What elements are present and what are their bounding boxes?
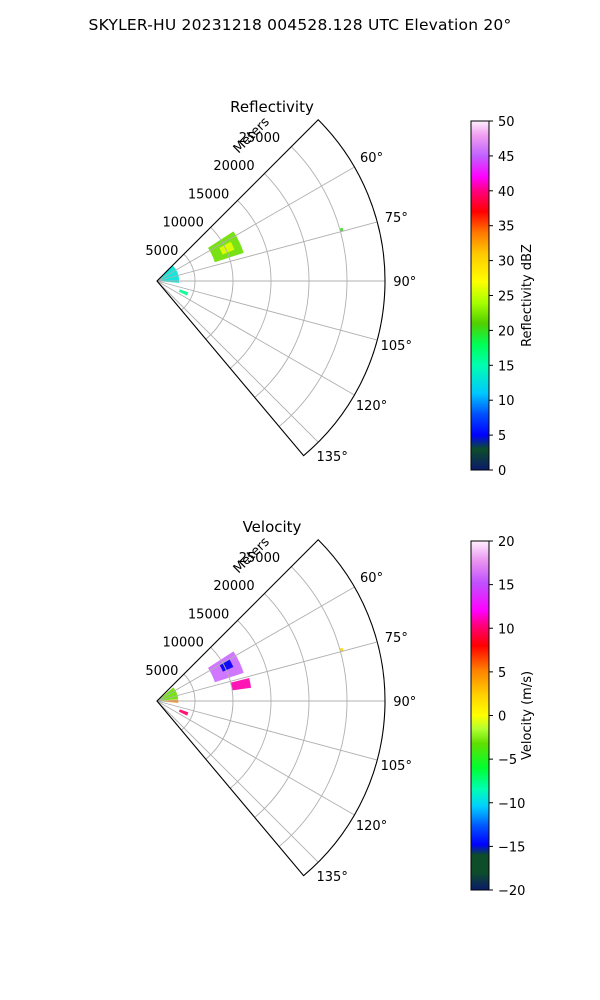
azimuth-tick-label: 120° bbox=[356, 819, 387, 834]
colorbar-tick-label: −15 bbox=[498, 840, 525, 855]
azimuth-tick-label: 90° bbox=[393, 695, 416, 710]
range-tick-label: 15000 bbox=[188, 187, 229, 202]
velocity-panel: 500010000150002000025000Meters60°75°90°1… bbox=[145, 518, 535, 899]
colorbar-label: Velocity (m/s) bbox=[520, 671, 535, 760]
echo-patch bbox=[219, 659, 234, 672]
colorbar-tick-label: 50 bbox=[498, 115, 515, 130]
reflectivity-panel: 500010000150002000025000Meters60°75°90°1… bbox=[145, 98, 535, 479]
range-gridline bbox=[181, 253, 196, 311]
colorbar-tick-label: 0 bbox=[498, 710, 506, 725]
azimuth-gridline bbox=[156, 166, 355, 282]
colorbar-tick-label: 35 bbox=[498, 220, 515, 235]
range-tick-label: 20000 bbox=[213, 159, 254, 174]
polar-frame bbox=[156, 119, 386, 457]
colorbar-tick-label: 30 bbox=[498, 255, 515, 270]
range-gridline bbox=[229, 620, 272, 789]
echo-patch bbox=[178, 289, 189, 296]
azimuth-gridline bbox=[156, 586, 355, 702]
colorbar-tick-label: −10 bbox=[498, 797, 525, 812]
azimuth-tick-label: 75° bbox=[385, 211, 408, 226]
range-tick-label: 15000 bbox=[188, 607, 229, 622]
colorbar-tick-label: 10 bbox=[498, 394, 515, 409]
range-tick-label: 5000 bbox=[145, 664, 178, 679]
colorbar-tick-label: 25 bbox=[498, 290, 515, 305]
range-tick-label: 25000 bbox=[239, 131, 280, 146]
colorbar-tick-label: 10 bbox=[498, 622, 515, 637]
range-gridline bbox=[278, 146, 348, 427]
colorbar-tick-label: 20 bbox=[498, 324, 515, 339]
colorbar bbox=[470, 120, 490, 471]
azimuth-gridline bbox=[156, 700, 319, 863]
colorbar-tick-label: 45 bbox=[498, 150, 515, 165]
range-tick-label: 10000 bbox=[162, 216, 203, 231]
range-tick-label: 5000 bbox=[145, 244, 178, 259]
azimuth-gridline bbox=[156, 700, 378, 761]
azimuth-gridline bbox=[156, 280, 355, 396]
colorbar-tick-label: 15 bbox=[498, 359, 515, 374]
colorbar-tick-label: 20 bbox=[498, 535, 515, 550]
azimuth-tick-label: 135° bbox=[317, 870, 348, 885]
colorbar-label: Reflectivity dBZ bbox=[520, 244, 535, 347]
range-gridline bbox=[205, 646, 234, 760]
range-tick-label: 25000 bbox=[239, 551, 280, 566]
range-gridline bbox=[254, 173, 310, 398]
azimuth-tick-label: 120° bbox=[356, 399, 387, 414]
azimuth-tick-label: 105° bbox=[381, 339, 412, 354]
colorbar-tick-label: 15 bbox=[498, 579, 515, 594]
colorbar-tick-label: 5 bbox=[498, 666, 506, 681]
echo-patch bbox=[178, 709, 189, 716]
range-gridline bbox=[181, 673, 196, 731]
colorbar-tick-label: 40 bbox=[498, 185, 515, 200]
colorbar bbox=[470, 540, 490, 891]
azimuth-gridline bbox=[156, 221, 378, 282]
azimuth-tick-label: 105° bbox=[381, 759, 412, 774]
colorbar-tick-label: 0 bbox=[498, 464, 506, 479]
polar-frame bbox=[156, 539, 386, 877]
range-gridline bbox=[278, 566, 348, 847]
azimuth-gridline bbox=[156, 280, 378, 341]
azimuth-tick-label: 90° bbox=[393, 275, 416, 290]
range-gridline bbox=[254, 593, 310, 818]
panel-title: Velocity bbox=[243, 518, 302, 536]
azimuth-gridline bbox=[156, 700, 355, 816]
azimuth-tick-label: 60° bbox=[360, 151, 383, 166]
echo-patch bbox=[230, 678, 252, 691]
range-tick-label: 10000 bbox=[162, 636, 203, 651]
range-tick-label: 20000 bbox=[213, 579, 254, 594]
colorbar-tick-label: 5 bbox=[498, 429, 506, 444]
colorbar-tick-label: −5 bbox=[498, 753, 517, 768]
azimuth-gridline bbox=[156, 280, 319, 443]
azimuth-gridline bbox=[156, 641, 378, 702]
panel-title: Reflectivity bbox=[230, 98, 314, 116]
azimuth-tick-label: 60° bbox=[360, 571, 383, 586]
colorbar-tick-label: −20 bbox=[498, 884, 525, 899]
figure-title: SKYLER-HU 20231218 004528.128 UTC Elevat… bbox=[88, 16, 512, 34]
echo-patch bbox=[219, 241, 235, 255]
range-gridline bbox=[229, 200, 272, 369]
azimuth-tick-label: 135° bbox=[317, 450, 348, 465]
azimuth-tick-label: 75° bbox=[385, 631, 408, 646]
range-gridline bbox=[205, 226, 234, 340]
